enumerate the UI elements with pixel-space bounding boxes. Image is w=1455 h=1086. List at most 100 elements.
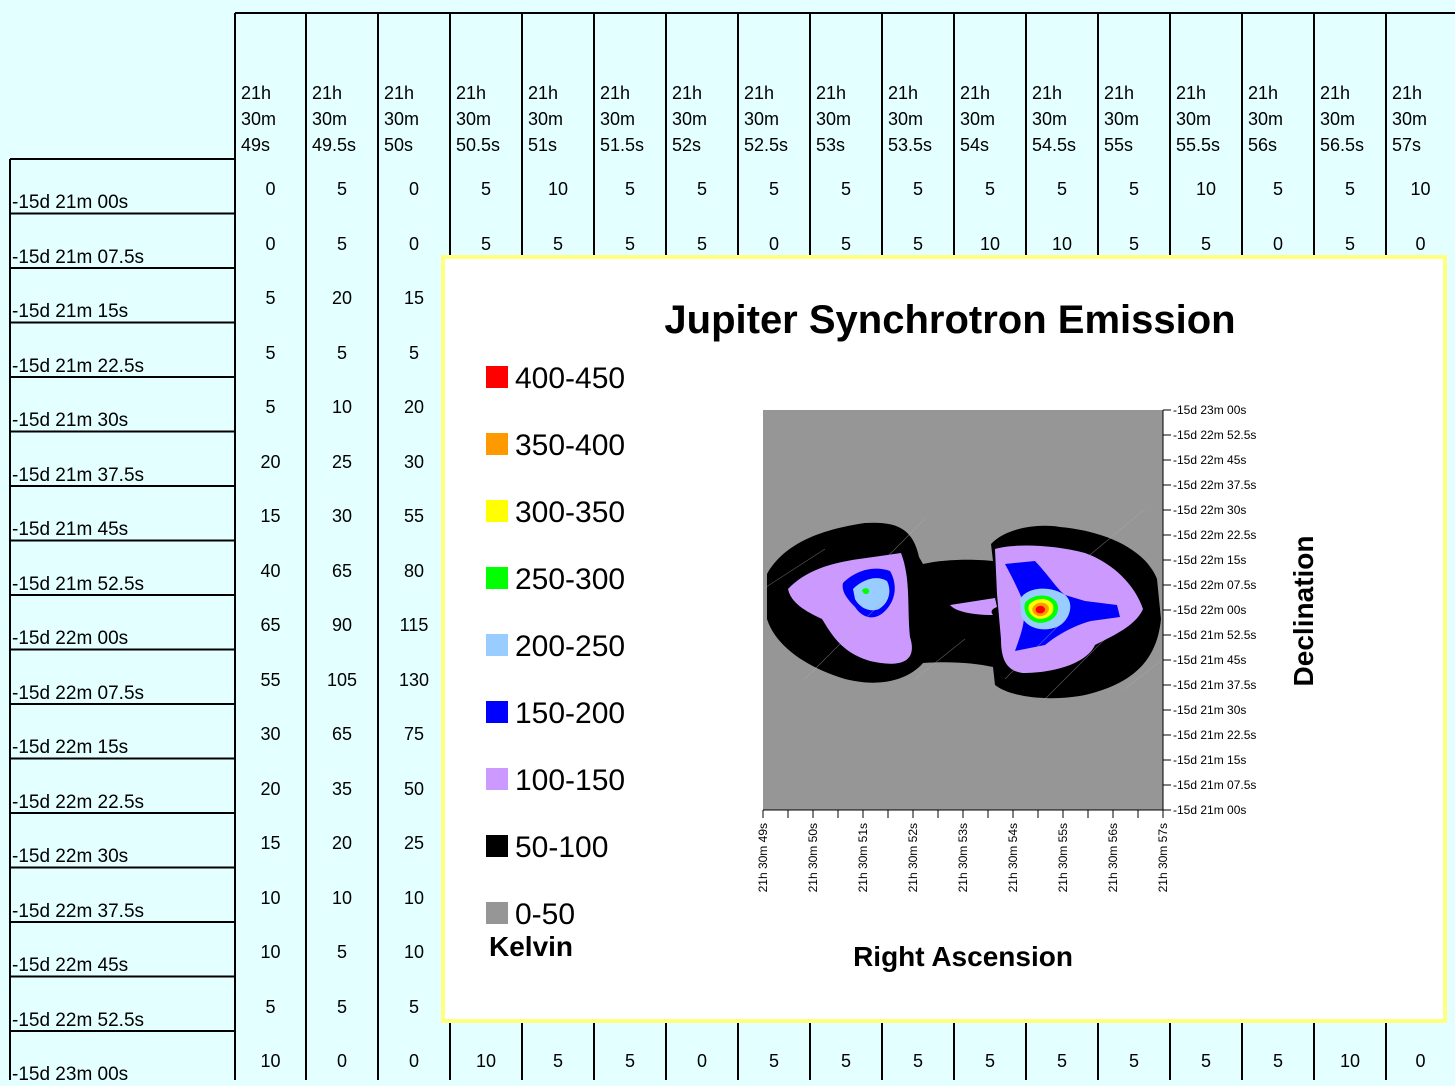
column-header[interactable]: 21h 30m 56s — [1248, 83, 1284, 155]
sheet-cell[interactable]: 10 — [403, 942, 425, 962]
sheet-cell[interactable]: 65 — [331, 560, 353, 581]
column-header[interactable]: 21h 30m 54s — [960, 83, 996, 155]
sheet-cell[interactable]: 5 — [336, 342, 347, 363]
row-label[interactable]: -15d 21m 22.5s — [12, 355, 145, 377]
sheet-cell[interactable]: 5 — [552, 1051, 563, 1071]
column-header[interactable]: 21h 30m 53s — [816, 83, 852, 155]
sheet-cell[interactable]: 0 — [1415, 233, 1426, 254]
row-label[interactable]: -15d 21m 37.5s — [12, 464, 145, 486]
sheet-cell[interactable]: 5 — [624, 1051, 635, 1071]
row-label[interactable]: -15d 22m 07.5s — [12, 682, 145, 704]
sheet-cell[interactable]: 5 — [840, 233, 851, 254]
sheet-cell[interactable]: 10 — [1195, 179, 1217, 199]
sheet-cell[interactable]: 5 — [408, 342, 419, 363]
row-label[interactable]: -15d 21m 45s — [12, 519, 129, 540]
sheet-cell[interactable]: 5 — [1128, 233, 1139, 254]
sheet-cell[interactable]: 0 — [1415, 1051, 1426, 1071]
sheet-cell[interactable]: 5 — [768, 1051, 779, 1071]
sheet-cell[interactable]: 80 — [403, 560, 425, 581]
sheet-cell[interactable]: 5 — [1272, 179, 1283, 199]
sheet-cell[interactable]: 10 — [331, 887, 353, 908]
sheet-cell[interactable]: 5 — [336, 996, 347, 1017]
sheet-cell[interactable]: 5 — [912, 1051, 923, 1071]
sheet-cell[interactable]: 20 — [403, 397, 425, 417]
sheet-cell[interactable]: 5 — [1272, 1051, 1283, 1071]
sheet-cell[interactable]: 50 — [403, 778, 425, 799]
sheet-cell[interactable]: 30 — [260, 724, 281, 744]
sheet-cell[interactable]: 5 — [912, 233, 923, 254]
sheet-cell[interactable]: 0 — [768, 233, 779, 254]
row-label[interactable]: -15d 21m 30s — [12, 410, 129, 431]
sheet-cell[interactable]: 10 — [260, 887, 281, 908]
sheet-cell[interactable]: 0 — [696, 1051, 707, 1071]
sheet-cell[interactable]: 15 — [260, 506, 281, 526]
sheet-cell[interactable]: 10 — [331, 397, 353, 417]
column-header[interactable]: 21h 30m 52.5s — [744, 83, 789, 155]
sheet-cell[interactable]: 10 — [1410, 179, 1431, 199]
sheet-cell[interactable]: 10 — [260, 942, 281, 962]
column-header[interactable]: 21h 30m 52s — [672, 83, 708, 155]
sheet-cell[interactable]: 20 — [260, 451, 281, 472]
sheet-cell[interactable]: 25 — [403, 833, 425, 853]
column-header[interactable]: 21h 30m 49.5s — [312, 83, 357, 155]
sheet-cell[interactable]: 5 — [840, 1051, 851, 1071]
sheet-cell[interactable]: 10 — [475, 1051, 497, 1071]
row-label[interactable]: -15d 23m 00s — [12, 1064, 129, 1085]
sheet-cell[interactable]: 5 — [840, 179, 851, 199]
column-header[interactable]: 21h 30m 50s — [384, 83, 420, 155]
sheet-cell[interactable]: 5 — [1200, 233, 1211, 254]
sheet-cell[interactable]: 5 — [984, 179, 995, 199]
sheet-cell[interactable]: 5 — [336, 942, 347, 962]
sheet-cell[interactable]: 65 — [260, 615, 281, 635]
sheet-cell[interactable]: 5 — [1200, 1051, 1211, 1071]
row-label[interactable]: -15d 21m 07.5s — [12, 246, 145, 268]
sheet-cell[interactable]: 5 — [624, 179, 635, 199]
sheet-cell[interactable]: 0 — [265, 179, 276, 199]
sheet-cell[interactable]: 5 — [1056, 179, 1067, 199]
sheet-cell[interactable]: 130 — [398, 669, 430, 690]
sheet-cell[interactable]: 5 — [696, 179, 707, 199]
sheet-cell[interactable]: 5 — [1128, 179, 1139, 199]
row-label[interactable]: -15d 22m 45s — [12, 955, 129, 976]
sheet-cell[interactable]: 5 — [768, 179, 779, 199]
sheet-cell[interactable]: 0 — [1272, 233, 1283, 254]
sheet-cell[interactable]: 5 — [480, 233, 491, 254]
column-header[interactable]: 21h 30m 51s — [528, 83, 564, 155]
sheet-cell[interactable]: 0 — [336, 1051, 347, 1071]
sheet-cell[interactable]: 105 — [326, 669, 358, 690]
sheet-cell[interactable]: 5 — [1056, 1051, 1067, 1071]
sheet-cell[interactable]: 20 — [260, 778, 281, 799]
sheet-cell[interactable]: 90 — [331, 615, 353, 635]
sheet-cell[interactable]: 20 — [331, 288, 353, 308]
sheet-cell[interactable]: 5 — [1344, 179, 1355, 199]
sheet-cell[interactable]: 10 — [260, 1051, 281, 1071]
sheet-cell[interactable]: 5 — [265, 342, 276, 363]
row-label[interactable]: -15d 22m 00s — [12, 628, 129, 649]
sheet-cell[interactable]: 10 — [979, 233, 1001, 254]
sheet-cell[interactable]: 5 — [624, 233, 635, 254]
row-label[interactable]: -15d 21m 00s — [12, 192, 129, 213]
sheet-cell[interactable]: 5 — [265, 397, 276, 417]
sheet-cell[interactable]: 5 — [480, 179, 491, 199]
column-header[interactable]: 21h 30m 51.5s — [600, 83, 645, 155]
column-header[interactable]: 21h 30m 55s — [1104, 83, 1140, 155]
sheet-cell[interactable]: 20 — [331, 833, 353, 853]
row-label[interactable]: -15d 22m 52.5s — [12, 1009, 145, 1031]
sheet-cell[interactable]: 115 — [399, 615, 429, 635]
row-label[interactable]: -15d 22m 15s — [12, 737, 129, 758]
sheet-cell[interactable]: 5 — [336, 179, 347, 199]
sheet-cell[interactable]: 0 — [408, 179, 419, 199]
sheet-cell[interactable]: 30 — [403, 451, 425, 472]
sheet-cell[interactable]: 75 — [403, 724, 425, 744]
sheet-cell[interactable]: 5 — [408, 996, 419, 1017]
sheet-cell[interactable]: 5 — [1344, 233, 1355, 254]
sheet-cell[interactable]: 5 — [265, 996, 276, 1017]
sheet-cell[interactable]: 40 — [260, 560, 281, 581]
row-label[interactable]: -15d 21m 52.5s — [12, 573, 145, 595]
sheet-cell[interactable]: 65 — [331, 724, 353, 744]
sheet-cell[interactable]: 5 — [984, 1051, 995, 1071]
column-header[interactable]: 21h 30m 56.5s — [1320, 83, 1365, 155]
sheet-cell[interactable]: 30 — [331, 506, 353, 526]
sheet-cell[interactable]: 15 — [260, 833, 281, 853]
column-header[interactable]: 21h 30m 57s — [1392, 83, 1428, 155]
